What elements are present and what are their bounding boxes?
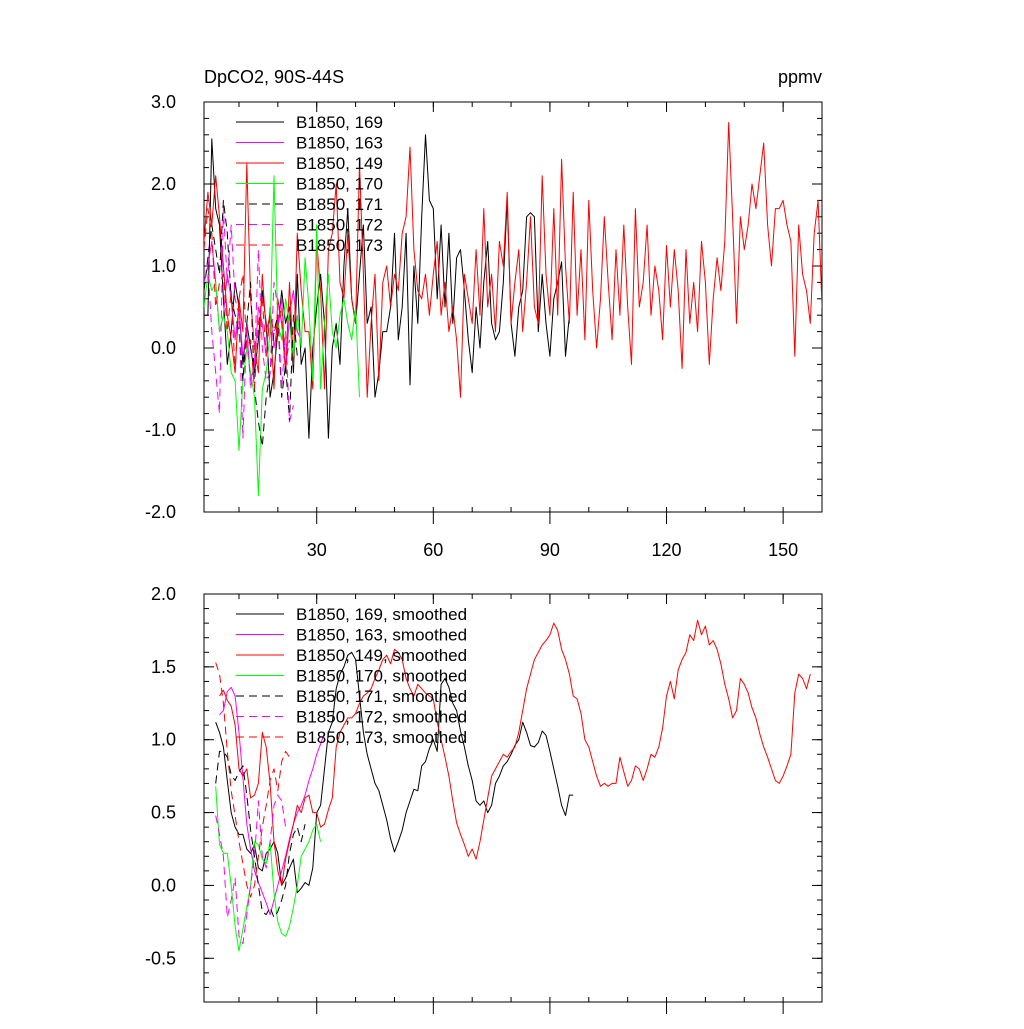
series-line-6 [204, 208, 294, 439]
chart-units: ppmv [778, 67, 822, 87]
x-tick-label: 90 [540, 540, 560, 560]
series-group [204, 122, 822, 497]
series-line-6 [215, 794, 287, 945]
legend-label-6: B1850, 172 [296, 216, 383, 235]
y-tick-label: 3.0 [151, 92, 176, 112]
series-group [215, 619, 811, 952]
legend-label-1: B1850, 169 [296, 113, 383, 132]
y-tick-label: 1.5 [151, 657, 176, 677]
x-tick-label: 30 [307, 540, 327, 560]
series-line-4 [204, 175, 360, 497]
x-tick-label: 60 [423, 540, 443, 560]
legend-label-4: B1850, 170, smoothed [296, 667, 467, 686]
chart-title: DpCO2, 90S-44S [204, 67, 344, 87]
x-tick-label: 150 [768, 540, 798, 560]
y-tick-label: 0.0 [151, 338, 176, 358]
y-tick-label: 0.5 [151, 803, 176, 823]
series-line-5 [204, 199, 298, 447]
series-line-2 [219, 686, 325, 916]
legend-label-5: B1850, 171, smoothed [296, 687, 467, 706]
y-tick-label: -0.5 [145, 948, 176, 968]
y-tick-label: 2.0 [151, 174, 176, 194]
legend-label-3: B1850, 149, smoothed [296, 646, 467, 665]
legend-label-7: B1850, 173 [296, 236, 383, 255]
x-tick-label: 120 [652, 540, 682, 560]
series-line-3 [219, 619, 811, 886]
chart-panel-1: -2.0 -1.0 0.0 1.0 2.0 3.0 30 60 90 120 150 B1850, 1… [145, 92, 823, 560]
y-tick-label: -2.0 [145, 502, 176, 522]
series-line-7 [204, 208, 290, 390]
legend-label-1: B1850, 169, smoothed [296, 605, 467, 624]
y-tick-label: 1.0 [151, 256, 176, 276]
legend-label-3: B1850, 149 [296, 154, 383, 173]
legend-label-5: B1850, 171 [296, 195, 383, 214]
y-tick-label: 0.0 [151, 875, 176, 895]
legend-label-4: B1850, 170 [296, 175, 383, 194]
series-line-3 [204, 122, 822, 398]
series-line-7 [215, 662, 290, 898]
y-tick-label: -1.0 [145, 420, 176, 440]
legend-label-7: B1850, 173, smoothed [296, 728, 467, 747]
y-tick-label: 1.0 [151, 730, 176, 750]
series-line-5 [215, 750, 306, 918]
y-tick-label: 2.0 [151, 584, 176, 604]
legend: B1850, 169, smoothed B1850, 163, smoothed… [236, 605, 467, 747]
legend-label-2: B1850, 163, smoothed [296, 626, 467, 645]
legend-label-6: B1850, 172, smoothed [296, 708, 467, 727]
legend-label-2: B1850, 163 [296, 134, 383, 153]
